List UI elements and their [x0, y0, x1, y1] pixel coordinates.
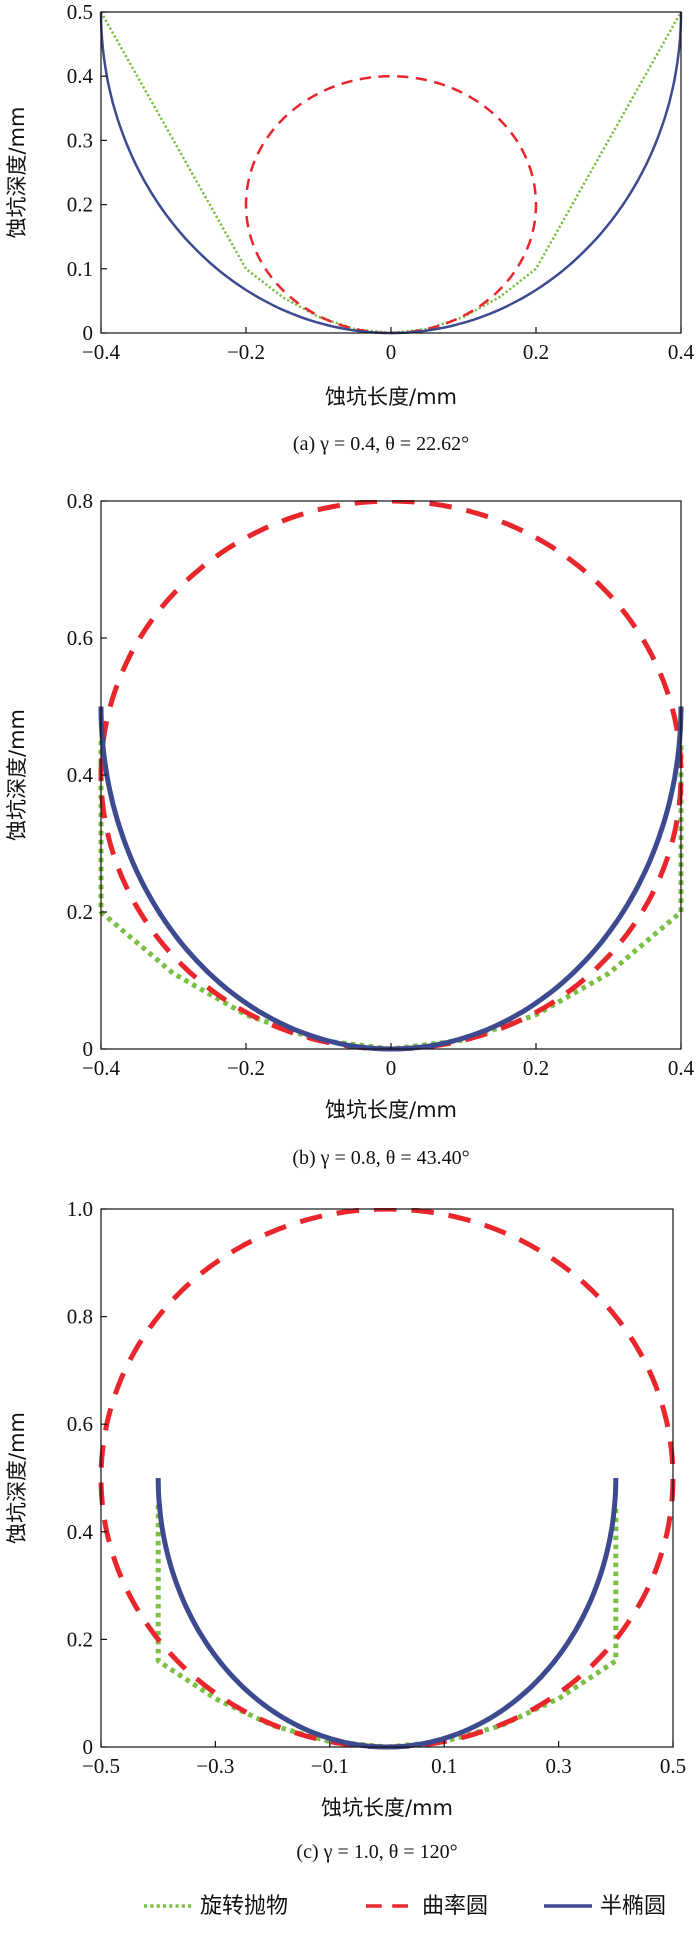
- x-tick-label: −0.2: [227, 1056, 265, 1080]
- panel-caption: (b) γ = 0.8, θ = 43.40°: [292, 1147, 469, 1169]
- y-axis-label: 蚀坑深度/mm: [5, 107, 29, 239]
- y-tick-label: 0.5: [67, 0, 93, 24]
- x-tick-label: 0: [386, 1056, 397, 1080]
- x-axis-label: 蚀坑长度/mm: [325, 385, 457, 409]
- y-tick-label: 0.8: [67, 489, 93, 513]
- x-tick-label: −0.4: [82, 340, 121, 364]
- curvature-circle-line: [244, 74, 538, 335]
- chart-panel-b: −0.4 −0.2 0 0.2 0.4 0 0.2 0.4 0.6 0.8 蚀坑长度/mm 蚀坑深度/…: [5, 489, 695, 1169]
- curvature-circle-line: [98, 1208, 676, 1750]
- x-tick-label: 0.3: [545, 1754, 571, 1778]
- x-tick-label: 0.2: [523, 340, 549, 364]
- y-tick-label: 0.4: [67, 763, 94, 787]
- x-tick-label: 0.1: [431, 1754, 457, 1778]
- y-tick-label: 0: [83, 1037, 94, 1061]
- legend-label-3: 半椭圆: [600, 1894, 666, 1919]
- y-tick-label: 0.1: [67, 257, 93, 281]
- panel-caption: (a) γ = 0.4, θ = 22.62°: [293, 433, 469, 455]
- plot-frame: [100, 11, 682, 334]
- curvature-circle-line: [98, 500, 684, 1052]
- legend-label-2: 曲率圆: [422, 1894, 488, 1919]
- y-tick-label: 0.2: [67, 900, 93, 924]
- x-tick-label: −0.4: [82, 1056, 121, 1080]
- series-group: [99, 11, 683, 335]
- x-tick-label: −0.2: [227, 340, 265, 364]
- x-tick-label: 0.4: [668, 340, 695, 364]
- y-axis-label: 蚀坑深度/mm: [5, 1412, 29, 1544]
- y-axis-label: 蚀坑深度/mm: [5, 709, 29, 841]
- semi-ellipse-line: [98, 706, 684, 1052]
- y-tick-label: 0: [83, 321, 94, 345]
- y-tick-label: 0.8: [67, 1305, 93, 1329]
- x-axis-label: 蚀坑长度/mm: [321, 1796, 453, 1820]
- x-tick-label: −0.5: [82, 1754, 120, 1778]
- paraboloid-line: [155, 1504, 619, 1750]
- y-tick-label: 0: [83, 1735, 94, 1759]
- plot-frame: [100, 1208, 674, 1748]
- x-tick-label: −0.3: [196, 1754, 234, 1778]
- x-tick-label: 0.5: [660, 1754, 686, 1778]
- legend-label-1: 旋转抛物: [200, 1894, 288, 1919]
- semi-ellipse-line: [99, 11, 683, 335]
- series-group: [98, 500, 684, 1052]
- legend: 旋转抛物 曲率圆 半椭圆: [144, 1894, 666, 1919]
- y-tick-label: 0.2: [67, 1627, 93, 1651]
- plot-frame: [100, 500, 682, 1050]
- panel-caption: (c) γ = 1.0, θ = 120°: [296, 1841, 457, 1863]
- x-axis-label: 蚀坑长度/mm: [325, 1098, 457, 1122]
- y-tick-label: 0.6: [67, 626, 93, 650]
- paraboloid-line: [99, 11, 683, 335]
- y-tick-label: 0.3: [67, 128, 93, 152]
- y-tick-label: 0.6: [67, 1412, 93, 1436]
- paraboloid-line: [98, 740, 684, 1052]
- chart-panel-a: −0.4 −0.2 0 0.2 0.4 0 0.1 0.2 0.3 0.4 0.5 蚀坑长度/mm 蚀坑…: [5, 0, 695, 455]
- x-tick-label: 0.2: [523, 1056, 549, 1080]
- x-tick-label: −0.1: [311, 1754, 349, 1778]
- y-tick-label: 0.4: [67, 64, 94, 88]
- series-group: [98, 1208, 676, 1750]
- chart-panel-c: −0.5 −0.3 −0.1 0.1 0.3 0.5 0 0.2 0.4 0.6 0.8 1.0 蚀坑长…: [5, 1197, 686, 1863]
- y-tick-label: 1.0: [67, 1197, 93, 1221]
- y-tick-label: 0.4: [67, 1520, 94, 1544]
- y-tick-label: 0.2: [67, 193, 93, 217]
- x-tick-label: 0.4: [668, 1056, 695, 1080]
- x-tick-label: 0: [386, 340, 397, 364]
